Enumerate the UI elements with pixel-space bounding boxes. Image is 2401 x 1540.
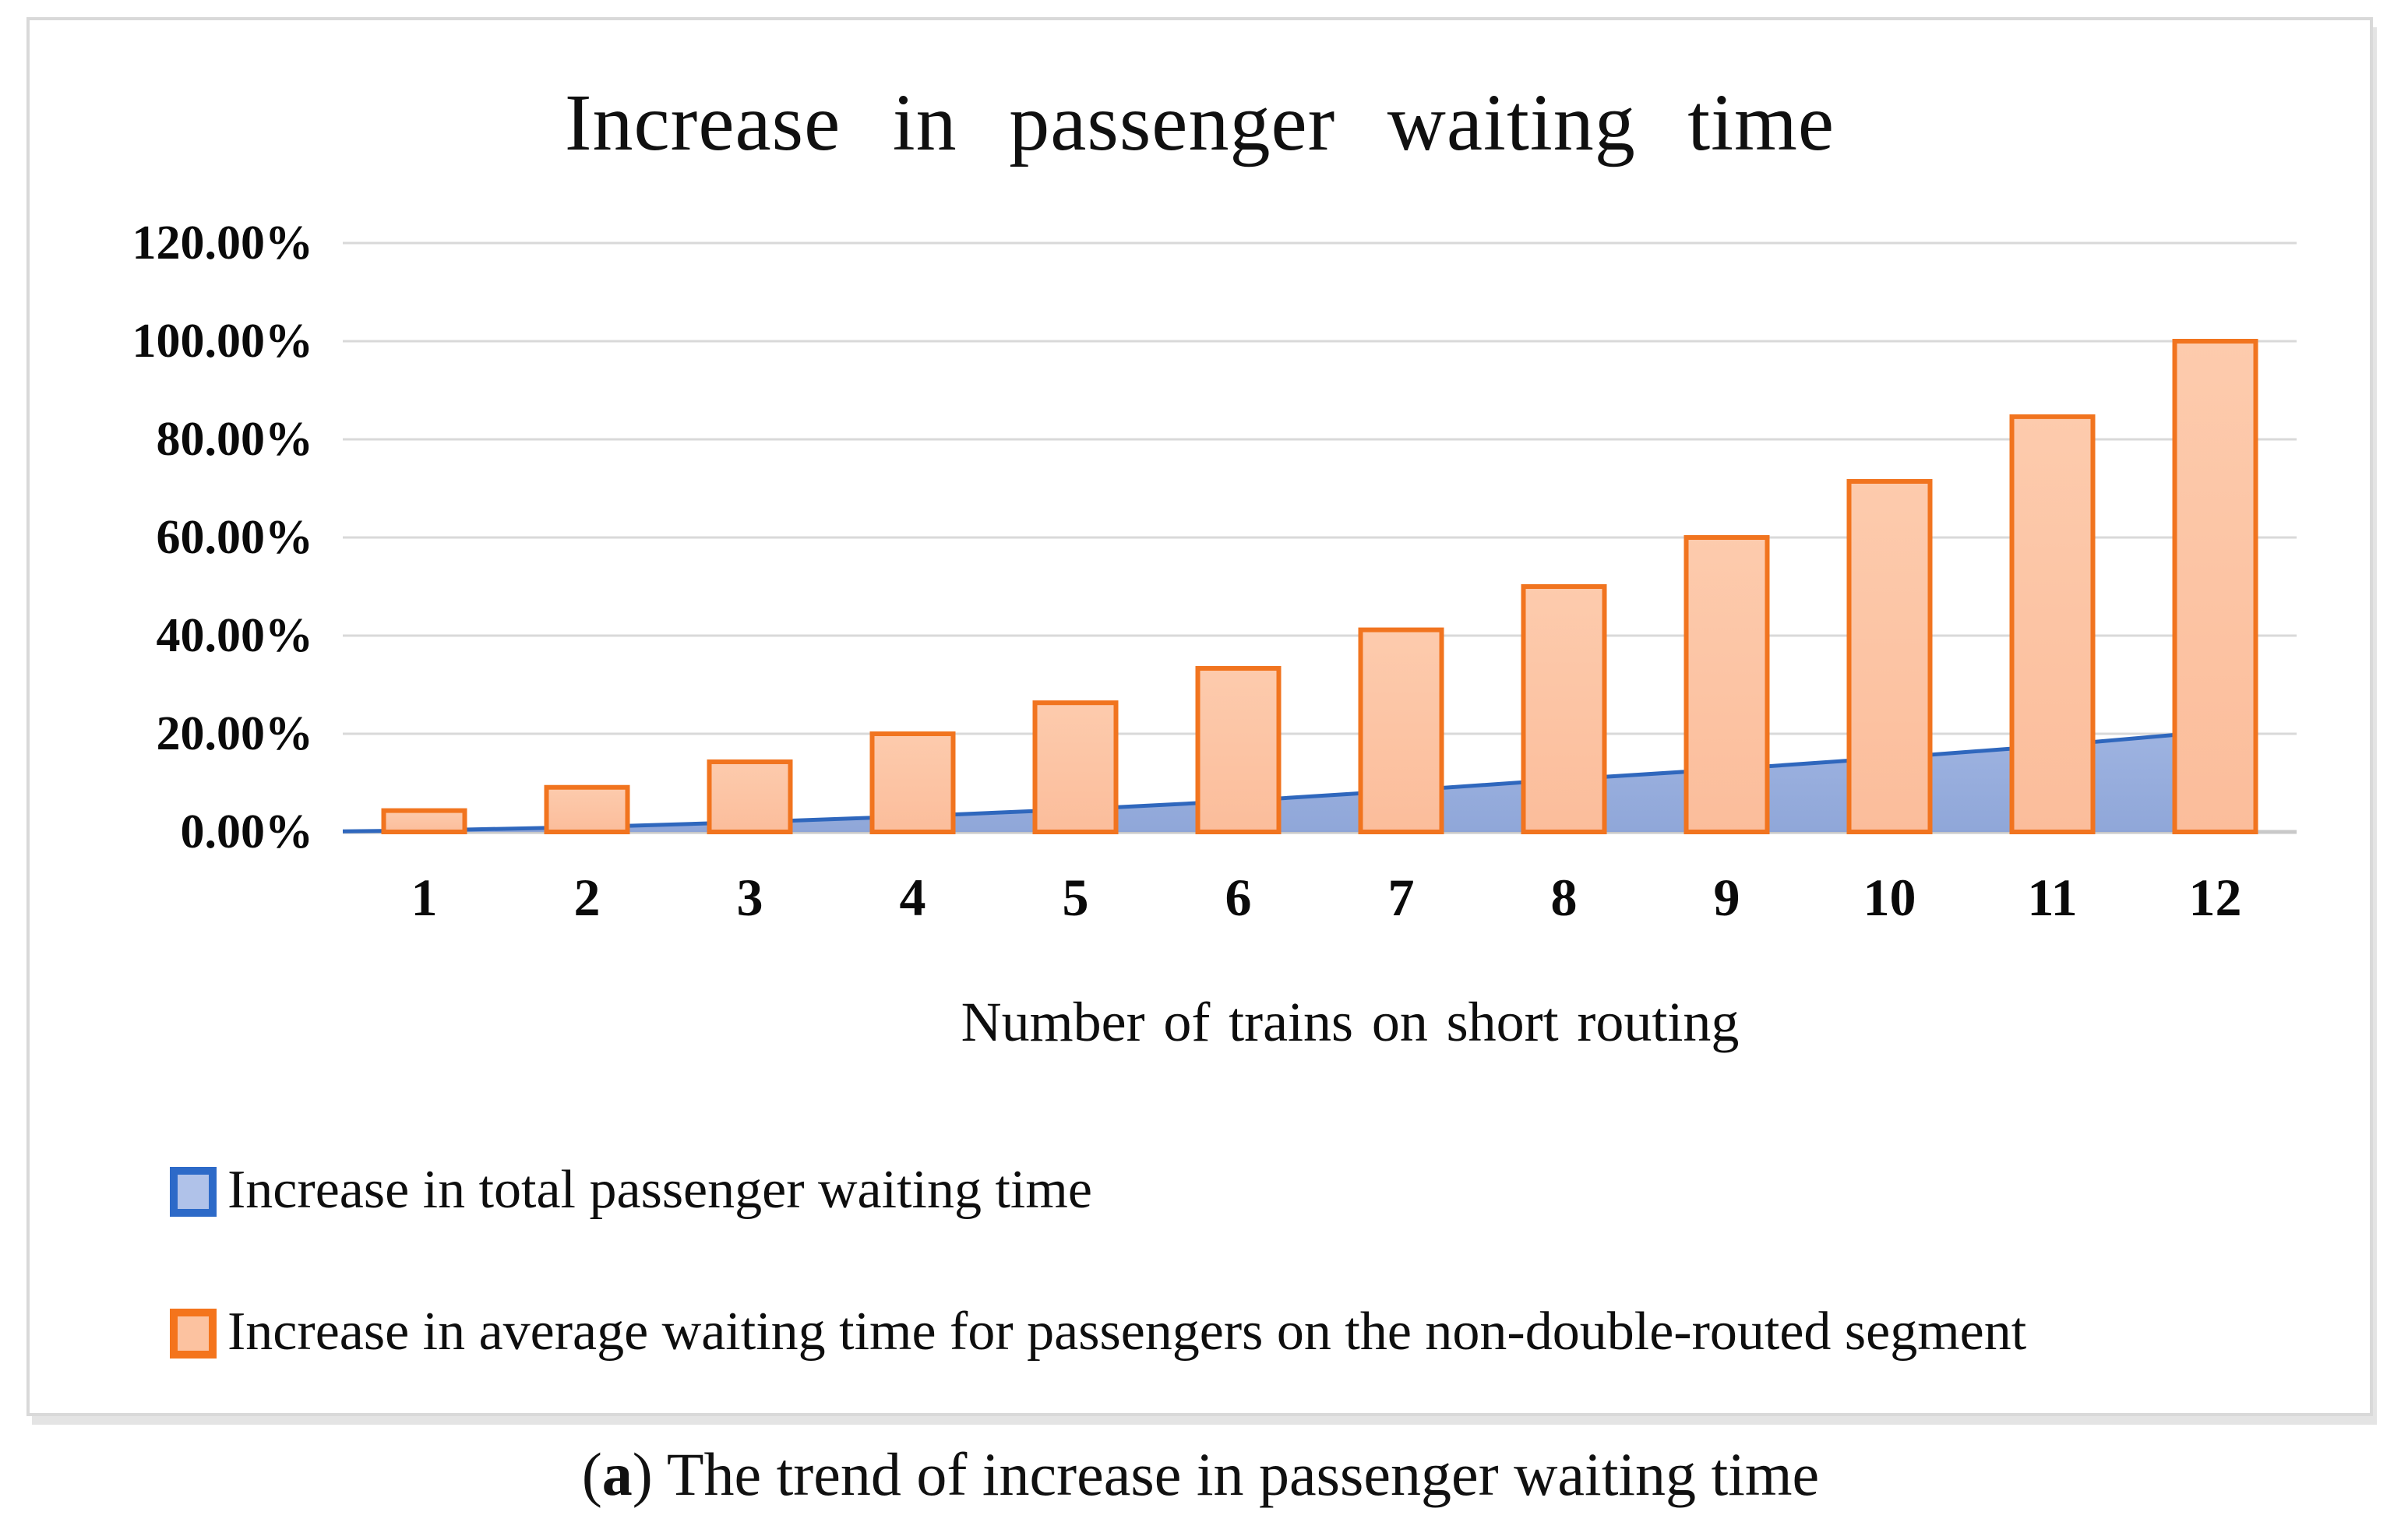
- bar-average-waiting-2: [544, 784, 630, 834]
- legend-swatch-blue: [170, 1167, 217, 1217]
- y-tick-label: 60.00%: [156, 511, 314, 564]
- bar-average-waiting-10: [1846, 478, 1933, 835]
- x-tick-label: 2: [573, 868, 601, 927]
- x-tick-label: 3: [736, 868, 763, 927]
- legend-item-total-waiting: Increase in total passenger waiting time: [170, 1158, 1092, 1223]
- bar-average-waiting-1: [381, 808, 467, 834]
- bar-average-waiting-6: [1195, 666, 1282, 834]
- bar-average-waiting-9: [1684, 535, 1770, 834]
- bar-average-waiting-8: [1521, 584, 1607, 834]
- bar-average-waiting-5: [1032, 700, 1119, 835]
- y-tick-label: 20.00%: [156, 707, 314, 760]
- x-tick-label: 5: [1062, 868, 1089, 927]
- x-tick-label: 12: [2188, 868, 2242, 927]
- x-tick-label: 9: [1713, 868, 1740, 927]
- x-tick-label: 8: [1550, 868, 1578, 927]
- chart-title: Increase in passenger waiting time: [564, 78, 1835, 167]
- x-tick-label: 6: [1225, 868, 1252, 927]
- x-axis-title: Number of trains on short routing: [961, 991, 1740, 1053]
- bar-average-waiting-3: [707, 759, 793, 835]
- legend-swatch-orange: [170, 1309, 217, 1359]
- chart-panel: Increase in passenger waiting time Numbe…: [26, 17, 2373, 1416]
- x-tick-label: 4: [899, 868, 926, 927]
- legend-label: Increase in total passenger waiting time: [227, 1160, 1092, 1220]
- x-tick-label: 11: [2027, 868, 2078, 927]
- legend-item-average-waiting: Increase in average waiting time for pas…: [170, 1299, 2026, 1365]
- bar-average-waiting-12: [2172, 339, 2258, 834]
- y-tick-label: 40.00%: [156, 609, 314, 662]
- figure-caption: (a) The trend of increase in passenger w…: [581, 1440, 1820, 1508]
- legend-label: Increase in average waiting time for pas…: [227, 1302, 2027, 1362]
- bar-average-waiting-7: [1358, 627, 1444, 834]
- x-tick-label: 10: [1863, 868, 1916, 927]
- caption-marker: a: [601, 1440, 633, 1508]
- x-tick-label: 1: [411, 868, 438, 927]
- y-tick-label: 0.00%: [180, 805, 314, 858]
- y-tick-label: 100.00%: [132, 315, 314, 368]
- area-series-total-waiting: [343, 727, 2256, 832]
- y-tick-label: 80.00%: [156, 413, 314, 466]
- bar-average-waiting-11: [2009, 414, 2096, 834]
- bar-average-waiting-4: [869, 731, 956, 834]
- y-tick-label: 120.00%: [132, 217, 314, 270]
- caption-text: The trend of increase in passenger waiti…: [652, 1440, 1820, 1508]
- x-tick-label: 7: [1387, 868, 1415, 927]
